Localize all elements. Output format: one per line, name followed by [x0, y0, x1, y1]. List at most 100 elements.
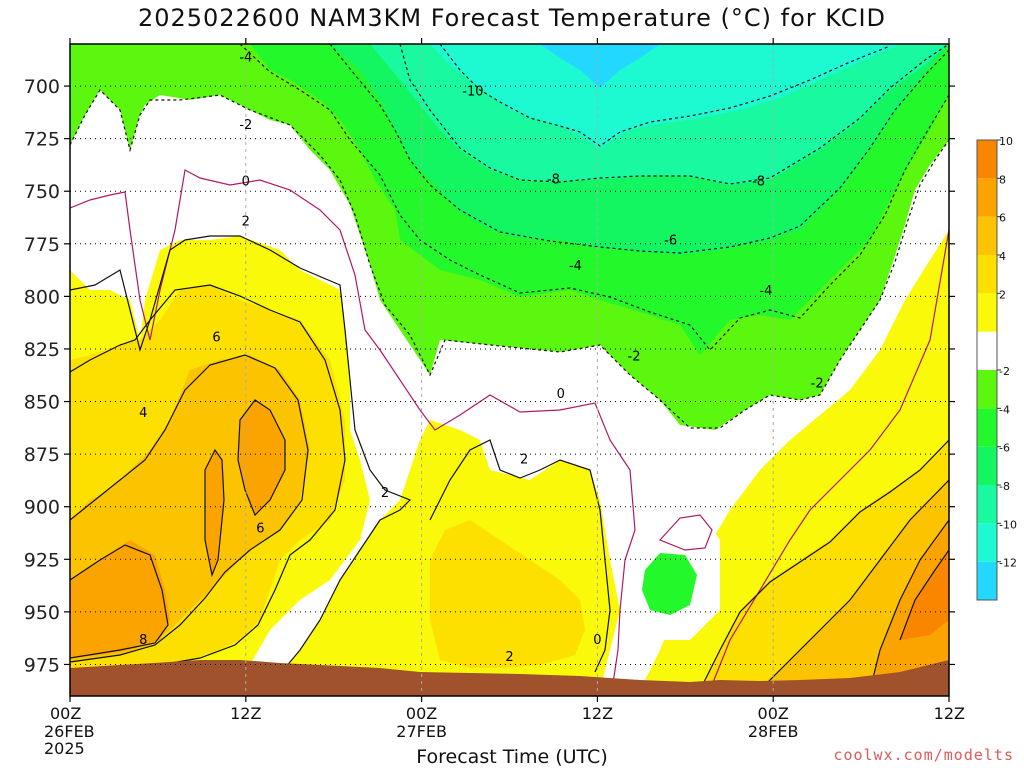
field-cold-neg12	[540, 44, 660, 88]
colorbar-label: 6	[999, 212, 1006, 225]
colorbar-swatch	[977, 293, 997, 332]
contour-8	[70, 544, 169, 659]
x-date-label: 27FEB	[396, 722, 447, 741]
contour-label: -8	[547, 173, 560, 188]
y-tick-label: 825	[24, 339, 60, 361]
contour-label: 0	[593, 633, 601, 648]
contour-2	[70, 235, 412, 669]
contour-label: 2	[520, 452, 528, 467]
contour-6-day3	[759, 479, 949, 691]
contour-label: -4	[569, 259, 582, 274]
field-cold-neg10	[430, 44, 900, 148]
contour-label: -4	[239, 51, 252, 66]
contour-label: -2	[628, 349, 641, 364]
colorbar-label: -6	[999, 442, 1010, 455]
contour-label: 2	[381, 486, 389, 501]
colorbar-swatch	[977, 408, 997, 447]
x-tick-label: 00Z	[406, 704, 437, 723]
year-label: 2025	[44, 739, 85, 758]
colorbar-swatch	[977, 331, 997, 370]
contour-zero-e	[709, 229, 949, 691]
chart-title: 2025022600 NAM3KM Forecast Temperature (…	[137, 4, 887, 32]
contour-label: 6	[212, 330, 220, 345]
field-warm-day3-c	[870, 520, 949, 690]
field-warm-8-10-core	[238, 400, 285, 515]
contour-neg6	[329, 44, 949, 254]
contour-label: 2	[505, 650, 513, 665]
y-tick-label: 850	[24, 392, 60, 414]
contour-10-day3	[899, 549, 949, 641]
contour-label: -4	[759, 284, 772, 299]
contour-zero-blob	[658, 514, 713, 551]
colorbar-swatch	[977, 216, 997, 255]
contour-4-day3	[699, 439, 949, 691]
contour-label: -10	[462, 84, 483, 99]
field-cold-pocket	[642, 553, 697, 615]
colorbar-label: -10	[999, 518, 1017, 531]
y-tick-label: 950	[24, 602, 60, 624]
contour-8-day3	[869, 519, 949, 691]
contour-label: -2	[239, 118, 252, 133]
contour-6	[70, 354, 309, 663]
contour-neg4	[239, 44, 949, 351]
contour-label: 4	[139, 406, 147, 421]
colorbar-label: -8	[999, 480, 1010, 493]
y-tick-label: 975	[24, 654, 60, 676]
colorbar-label: -4	[999, 403, 1010, 416]
y-tick-label: 800	[24, 286, 60, 308]
contour-label: 8	[139, 633, 147, 648]
contour-2-b	[429, 439, 611, 673]
contour-label: -8	[752, 175, 765, 190]
contour-zero	[70, 169, 636, 691]
y-tick-label: 725	[24, 129, 60, 151]
colorbar-label: 8	[999, 173, 1006, 186]
colorbar-swatch	[977, 561, 997, 600]
y-tick-label: 900	[24, 497, 60, 519]
contour-label: 2	[242, 215, 250, 230]
contour-label: 6	[256, 522, 264, 537]
contour-8-core	[237, 399, 286, 517]
colorbar-label: -12	[999, 557, 1017, 570]
contour-neg2	[70, 89, 949, 429]
colorbar: -12 -10 -8 -6 -4 -2 2 4 6 8 10	[976, 135, 1017, 601]
y-tick-label: 775	[24, 234, 60, 256]
colorbar-label: 10	[999, 135, 1013, 148]
colorbar-label: 2	[999, 288, 1006, 301]
colorbar-swatch	[977, 446, 997, 485]
field-warm-day3-d	[900, 550, 949, 640]
credit-text: coolwx.com/modelts	[833, 746, 1014, 764]
contour-label: 0	[557, 387, 565, 402]
y-tick-label: 700	[24, 76, 60, 98]
colorbar-swatch	[977, 140, 997, 179]
colorbar-swatch	[977, 370, 997, 409]
y-tick-label: 925	[24, 549, 60, 571]
colorbar-swatch	[977, 255, 997, 294]
contour-8-core2	[204, 448, 225, 578]
colorbar-label: 4	[999, 250, 1006, 263]
x-tick-label: 00Z	[758, 704, 789, 723]
contour-labels: -4 -10 -2 0 -8 -8 2 -6 -4 -4 6 -2 -2 0 4 2 2 6 8 0 2	[139, 51, 824, 665]
x-tick-label: 12Z	[934, 704, 965, 723]
x-date-label: 26FEB	[44, 722, 95, 741]
plot-frame	[69, 43, 950, 697]
contour-label: -6	[664, 234, 677, 249]
contour-neg8	[399, 44, 949, 185]
x-tick-label: 12Z	[230, 704, 261, 723]
field-near-zero-band	[70, 90, 949, 690]
terrain	[70, 660, 949, 696]
colorbar-swatch	[977, 178, 997, 217]
colorbar-swatch	[977, 485, 997, 524]
x-date-label: 28FEB	[748, 722, 799, 741]
field-warm-mid-day2	[430, 520, 585, 668]
contour-label: 0	[242, 175, 250, 190]
x-tick-label: 00Z	[50, 704, 81, 723]
x-axis-title: Forecast Time (UTC)	[416, 746, 608, 768]
x-tick-label: 12Z	[582, 704, 613, 723]
y-tick-label: 750	[24, 181, 60, 203]
y-tick-label: 875	[24, 444, 60, 466]
colorbar-label: -2	[999, 365, 1010, 378]
field-warm-8-10	[70, 540, 170, 658]
